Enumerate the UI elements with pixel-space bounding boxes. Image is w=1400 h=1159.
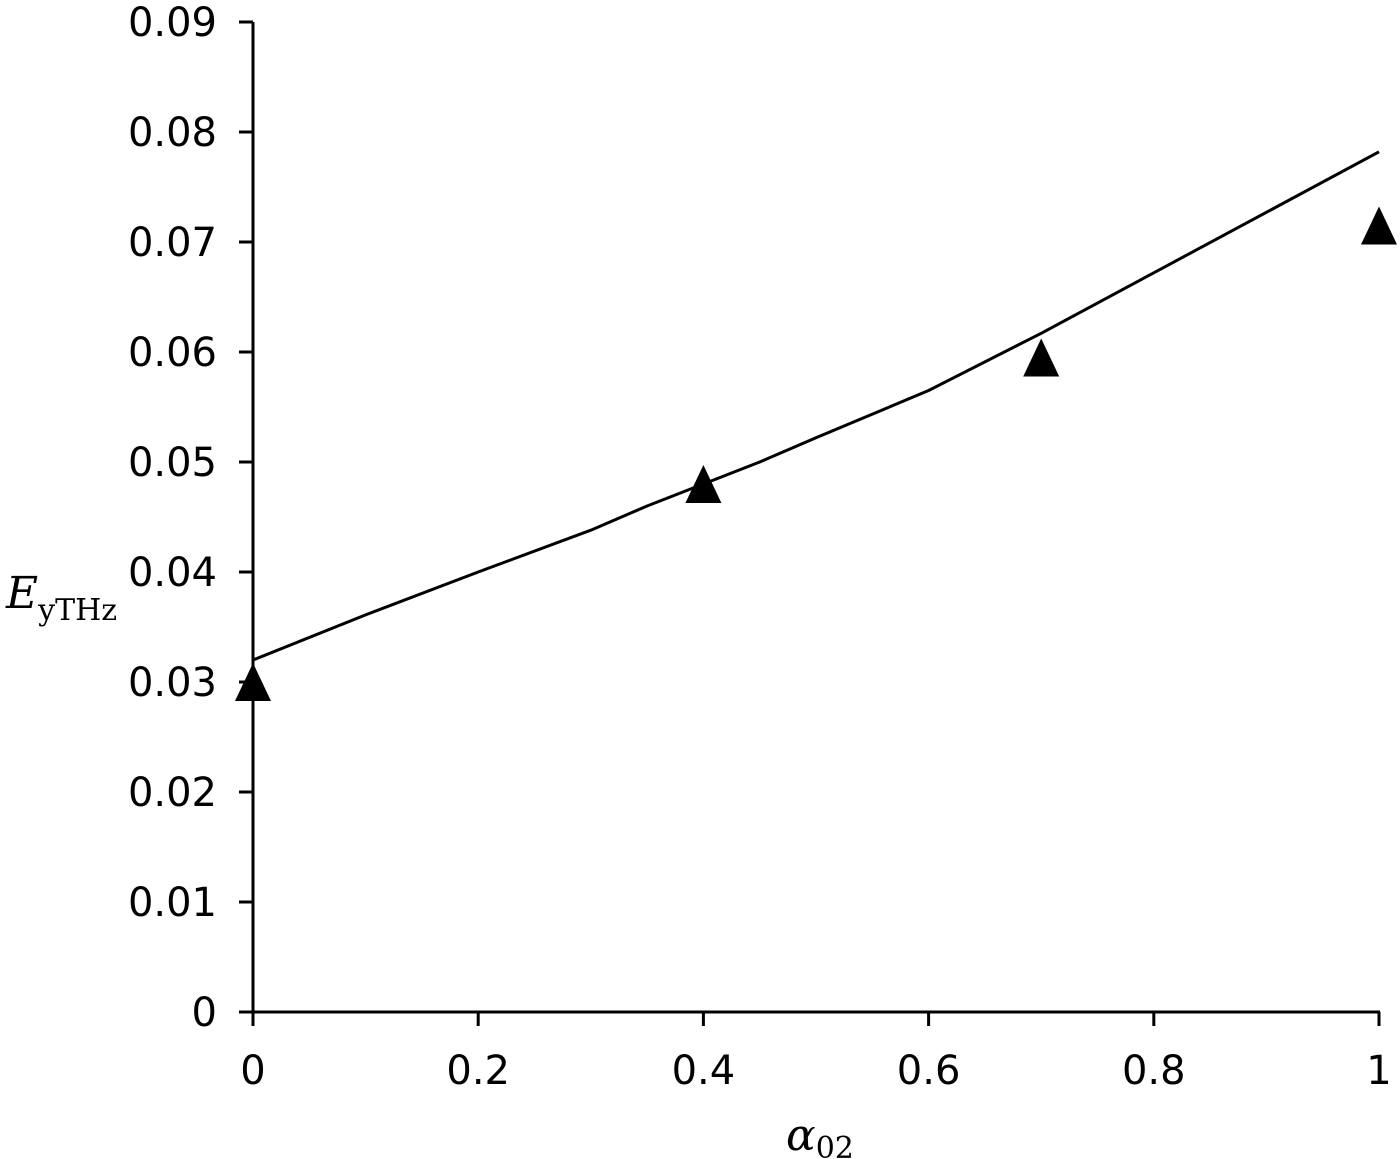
y-tick-label: 0.02 bbox=[128, 770, 217, 816]
series-line bbox=[252, 150, 1380, 662]
x-tick-label: 0.6 bbox=[897, 1048, 961, 1094]
plot-area bbox=[235, 150, 1397, 701]
x-axis-label-main: α bbox=[786, 1110, 816, 1159]
y-tick-label: 0.03 bbox=[128, 660, 217, 706]
y-tick-label: 0.04 bbox=[128, 550, 217, 596]
y-tick-label: 0.01 bbox=[128, 880, 217, 926]
y-axis-label-main: E bbox=[5, 568, 38, 619]
y-tick-label: 0.08 bbox=[128, 110, 217, 156]
x-axis-label: α02 bbox=[786, 1110, 854, 1159]
x-tick-label: 0.2 bbox=[446, 1048, 510, 1094]
y-tick-label: 0.06 bbox=[128, 330, 217, 376]
y-tick-label: 0.05 bbox=[128, 440, 217, 486]
y-axis-label: EyTHz bbox=[5, 568, 117, 628]
triangle-marker bbox=[235, 663, 271, 701]
x-tick-label: 1 bbox=[1366, 1048, 1391, 1094]
triangle-marker bbox=[1023, 338, 1060, 377]
y-tick-label: 0.07 bbox=[128, 220, 217, 266]
y-axis-label-sub: yTHz bbox=[37, 593, 117, 628]
y-tick-label: 0.09 bbox=[128, 0, 217, 46]
x-axis-label-sub: 02 bbox=[816, 1131, 854, 1159]
x-tick-label: 0 bbox=[240, 1048, 265, 1094]
y-axis-ticks: 0 0.01 0.02 0.03 0.04 0.05 0.06 0.07 0.08 0.09 bbox=[128, 0, 253, 1036]
x-axis-ticks: 0 0.2 0.4 0.6 0.8 1 bbox=[240, 1012, 1392, 1094]
triangle-marker bbox=[685, 465, 722, 503]
x-tick-label: 0.4 bbox=[672, 1048, 736, 1094]
axes bbox=[251, 22, 1380, 1014]
x-tick-label: 0.8 bbox=[1122, 1048, 1186, 1094]
y-tick-label: 0 bbox=[192, 990, 217, 1036]
triangle-marker bbox=[1361, 206, 1397, 245]
